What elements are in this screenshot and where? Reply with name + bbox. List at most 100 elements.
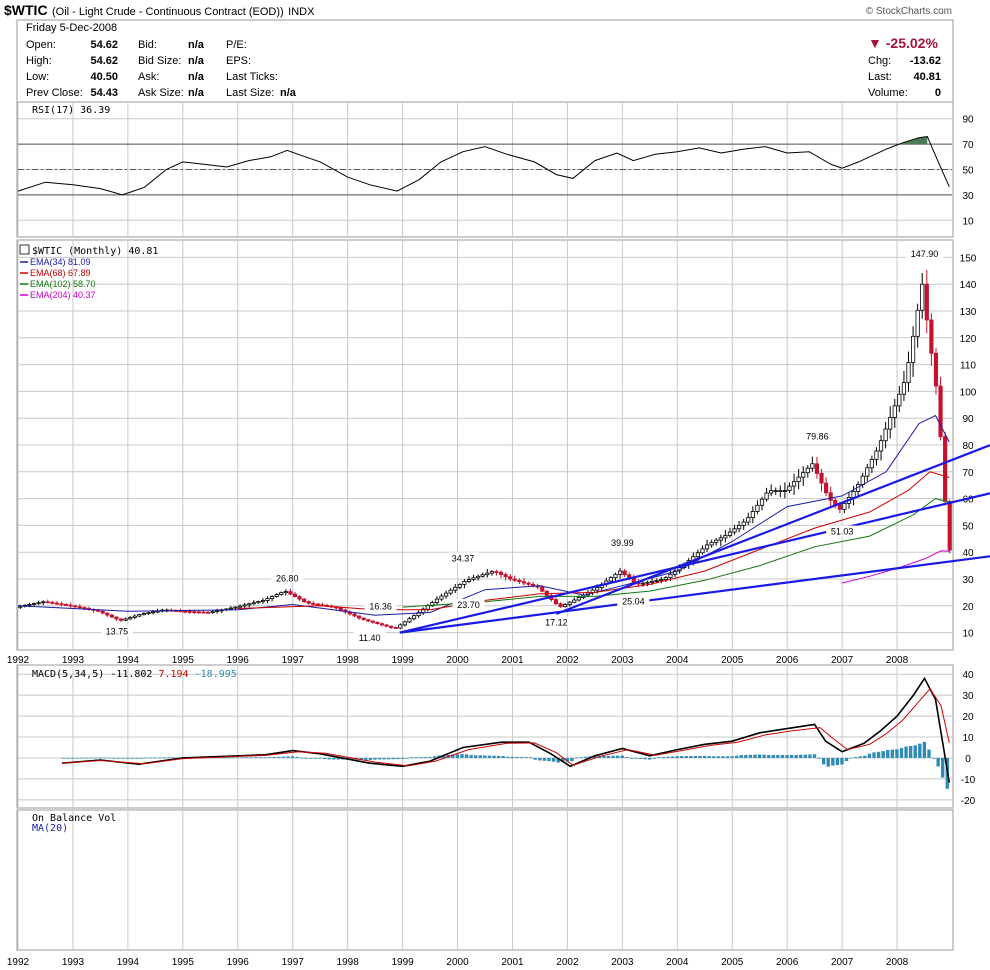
candle-body	[137, 614, 142, 617]
macd-histogram-bar	[922, 741, 927, 758]
macd-histogram-bar	[309, 757, 313, 759]
candle-body	[723, 535, 728, 539]
candle-body	[448, 589, 453, 594]
annotation-bg	[617, 595, 650, 607]
x-tick-label: 1995	[172, 655, 195, 666]
macd-histogram-bar	[304, 757, 308, 759]
x-tick-label: 2000	[446, 655, 469, 666]
exchange: INDX	[288, 6, 315, 18]
candle-body	[668, 573, 673, 579]
candle-body	[439, 595, 444, 600]
candle-body	[897, 393, 902, 407]
hdr-value: n/a	[280, 87, 297, 99]
macd-histogram-bar	[158, 757, 162, 759]
x-tick-label: 1994	[117, 655, 140, 666]
macd-histogram-bar	[643, 757, 647, 760]
macd-histogram-bar	[144, 757, 148, 759]
candle-body	[311, 602, 316, 605]
macd-histogram-bar	[428, 757, 432, 758]
candle-body	[567, 601, 572, 605]
macd-histogram-bar	[176, 757, 180, 759]
candle-body	[205, 611, 211, 614]
candle-body	[228, 607, 233, 610]
macd-histogram-bar	[652, 757, 656, 759]
candle-body	[242, 604, 247, 607]
macd-histogram-bar	[322, 757, 327, 760]
candle-body	[302, 598, 307, 603]
candle-body	[274, 594, 279, 597]
macd-histogram-bar	[80, 757, 84, 759]
x-tick-label: 1992	[7, 957, 30, 968]
price-panel: 10 20 30 40 50 60 70 80 90 100 110 120 130 140 150 26.…	[16, 239, 990, 651]
x-tick-label: 2008	[886, 957, 909, 968]
candle-body	[727, 531, 733, 536]
macd-histogram-bar	[579, 757, 583, 759]
macd-histogram-bar	[267, 757, 272, 759]
candle-body	[50, 602, 55, 604]
candle-body	[68, 604, 73, 607]
macd-histogram-bar	[464, 754, 469, 758]
x-tick-label: 1999	[391, 957, 414, 968]
macd-histogram-bar	[327, 757, 331, 760]
macd-histogram-bar	[661, 756, 666, 758]
candle-body	[485, 572, 490, 576]
candle-body	[888, 417, 893, 430]
macd-histogram-bar	[281, 756, 286, 758]
price-y-tick-label: 10	[962, 629, 974, 640]
macd-histogram-bar	[451, 754, 455, 758]
macd-histogram-bar	[666, 756, 670, 758]
candle-body	[659, 579, 664, 581]
x-tick-label: 1999	[391, 655, 414, 666]
macd-histogram-bar	[753, 754, 757, 758]
price-y-tick-label: 20	[962, 602, 974, 613]
macd-histogram-bar	[263, 757, 267, 759]
candle-body	[196, 611, 201, 614]
macd-histogram-bar	[89, 757, 93, 759]
candle-body	[411, 615, 417, 620]
macd-histogram-bar	[318, 757, 322, 759]
candle-body	[384, 624, 389, 627]
rsi-title: RSI(17) 36.39	[32, 105, 110, 116]
x-tick-label: 1996	[227, 655, 250, 666]
candle-body	[425, 605, 430, 610]
macd-histogram-bar	[698, 755, 702, 758]
candle-body	[31, 603, 37, 605]
candle-body	[824, 482, 829, 494]
macd-histogram-bar	[881, 751, 885, 758]
macd-histogram-bar	[693, 755, 698, 758]
macd-histogram-bar	[941, 757, 945, 778]
ema-line	[17, 414, 950, 616]
candle-body	[714, 539, 719, 543]
candle-body	[851, 491, 856, 498]
price-y-tick-label: 80	[962, 441, 974, 452]
candle-body	[631, 578, 636, 583]
candle-body	[77, 606, 82, 609]
macd-histogram-bar	[629, 757, 634, 759]
macd-histogram-bar	[776, 755, 780, 758]
macd-value-3: -18.995	[195, 669, 237, 680]
trendline	[399, 492, 990, 634]
candle-body	[430, 602, 435, 607]
candle-body	[709, 541, 714, 546]
candle-body	[572, 599, 577, 603]
price-y-tick-label: 130	[960, 307, 977, 318]
obv-ma-legend: MA(20)	[32, 823, 68, 834]
candle-body	[494, 571, 499, 573]
hdr-label: Ask Size:	[138, 87, 184, 99]
hdr-label: Last Size:	[226, 87, 274, 99]
macd-histogram-bar	[689, 756, 693, 758]
candle-body	[787, 485, 792, 491]
price-annotation: 79.86	[806, 431, 829, 441]
macd-histogram-bar	[840, 757, 844, 765]
candle-body	[123, 618, 128, 621]
x-tick-label: 1992	[7, 655, 30, 666]
macd-histogram-bar	[336, 757, 341, 760]
candle-body	[434, 598, 440, 603]
macd-histogram-bar	[867, 753, 872, 758]
quote-date: Friday 5-Dec-2008	[26, 22, 118, 34]
macd-histogram-bar	[496, 755, 501, 758]
candle-body	[457, 584, 462, 588]
watermark: © StockCharts.com	[865, 6, 952, 17]
